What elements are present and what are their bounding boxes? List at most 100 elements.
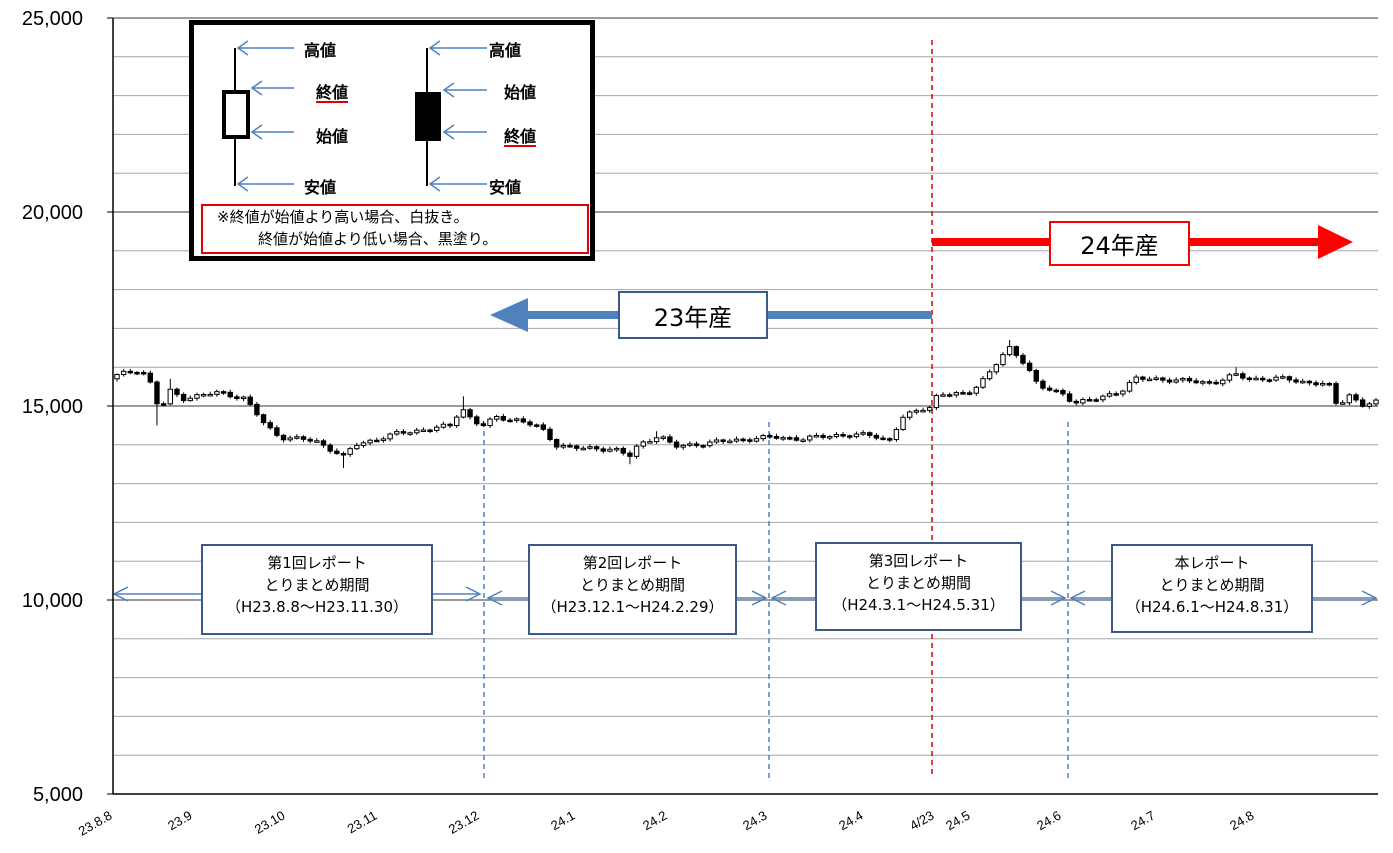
candle-body <box>1313 382 1319 386</box>
candle-body <box>1359 399 1366 407</box>
candle-body <box>180 393 187 402</box>
x-axis-ticks: 23.8.8 23.9 23.10 23.11 23.12 24.1 24.2 24.3 24.… <box>76 808 1257 839</box>
candle-body <box>827 436 833 439</box>
candle-body <box>553 439 560 448</box>
candle-body <box>380 438 387 441</box>
candle-body <box>1280 376 1286 379</box>
candle-body <box>240 396 247 400</box>
candle-body <box>693 443 700 447</box>
candle-body <box>1026 362 1033 371</box>
candle-body <box>627 452 633 457</box>
candle-body <box>993 364 1000 373</box>
candle-body <box>307 438 313 442</box>
candle-body <box>1293 379 1299 383</box>
crop23-arrowhead <box>490 298 528 332</box>
candle-body <box>1200 381 1206 384</box>
candle-body <box>247 396 253 405</box>
candle-body <box>1186 377 1193 382</box>
candle-body <box>220 391 227 394</box>
candle-body <box>414 429 420 434</box>
legend-note-line1: ※終値が始値より高い場合、白抜き。 <box>217 208 469 226</box>
candle-body <box>267 422 273 429</box>
y-tick-label: 5,000 <box>33 784 83 806</box>
candle-body <box>1033 369 1039 382</box>
candle-body <box>1086 399 1093 402</box>
candle-body <box>1226 374 1233 381</box>
candle-body <box>900 416 906 430</box>
x-tick-label: 23.8.8 <box>76 808 115 839</box>
period-box-3: 第3回レポート とりまとめ期間 （H24.3.1～H24.5.31） <box>815 542 1022 631</box>
candle-body <box>1080 399 1086 404</box>
legend-arrow-w-low <box>236 176 294 192</box>
candle-body <box>1213 381 1219 385</box>
candle-body <box>314 440 320 443</box>
period2-arrowhead-left <box>486 590 503 606</box>
period1-arrowhead-right <box>465 586 482 602</box>
candle-body <box>367 439 373 444</box>
candle-body <box>1320 382 1326 386</box>
candle-body <box>474 416 480 425</box>
crop23-label: 23年産 <box>618 291 768 339</box>
x-tick-label: 24.3 <box>740 808 769 834</box>
period-4-line2: とりまとめ期間 <box>1159 576 1265 594</box>
candle-body <box>487 418 493 427</box>
legend-black-high-label: 高値 <box>489 41 522 60</box>
candle-body <box>114 374 120 380</box>
candle-body <box>520 418 527 423</box>
candle-body <box>1286 376 1293 381</box>
candle-body <box>960 392 966 395</box>
candle-body <box>500 416 507 421</box>
x-tick-label: 23.10 <box>252 808 288 837</box>
legend-box: 高値 終値 始値 安値 高値 始値 終値 安値 <box>189 20 595 261</box>
candle-body <box>1266 379 1273 382</box>
candle-body <box>1120 390 1126 395</box>
candle-body <box>294 436 300 439</box>
candle-body <box>440 423 447 428</box>
candle-body <box>394 431 400 435</box>
candle-body <box>1206 381 1213 384</box>
candle-body <box>1066 393 1073 402</box>
candle-body <box>1373 399 1379 405</box>
candle-body <box>573 445 580 449</box>
x-tick-label: 24.6 <box>1034 808 1063 834</box>
candle-body <box>800 439 806 442</box>
candle-body <box>853 433 860 438</box>
candle-body <box>200 393 207 397</box>
candle-body <box>300 436 307 440</box>
candle-body <box>340 453 347 456</box>
candle-body <box>1193 380 1199 384</box>
candle-body <box>740 438 746 442</box>
crop24-label: 24年産 <box>1049 221 1190 266</box>
candle-body <box>893 428 900 441</box>
candle-body <box>420 429 427 433</box>
period-4-line3: （H24.6.1～H24.8.31） <box>1125 598 1299 616</box>
candle-body <box>667 436 673 443</box>
period-3-line3: （H24.3.1～H24.5.31） <box>832 596 1005 614</box>
candle-body <box>1046 387 1053 391</box>
candle-body <box>860 432 866 435</box>
legend-note-line2: 終値が始値より低い場合、黒塗り。 <box>258 230 498 248</box>
candle-body <box>813 434 820 438</box>
candle-body <box>1006 346 1013 356</box>
candle-body <box>926 407 933 411</box>
candle-body <box>700 445 706 448</box>
x-tick-label: 24.7 <box>1128 808 1157 834</box>
candle-body <box>260 414 267 424</box>
candle-body <box>907 411 913 418</box>
candle-body <box>680 444 686 448</box>
y-axis-ticks: 5,000 10,000 15,000 20,000 25,000 <box>22 8 113 806</box>
candle-body <box>727 440 733 444</box>
candle-body <box>833 434 840 438</box>
candle-body <box>973 386 980 394</box>
candle-body <box>946 394 953 397</box>
candle-body <box>587 446 593 449</box>
candle-body <box>747 439 753 442</box>
period-2-line3: （H23.12.1～H24.2.29） <box>541 598 724 616</box>
period4-arrowhead-left <box>1069 590 1086 606</box>
candle-body <box>327 444 333 452</box>
candle-body <box>1346 394 1353 404</box>
candle-body <box>160 403 167 406</box>
legend-arrow-b-high <box>428 40 487 56</box>
candle-body <box>1133 376 1139 383</box>
candle-body <box>1233 373 1239 376</box>
